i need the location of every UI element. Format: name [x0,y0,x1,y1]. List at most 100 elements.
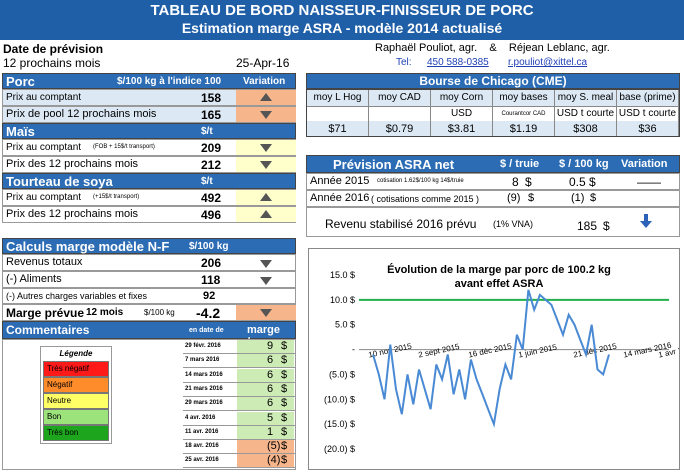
asra-stab-row: Revenu stabilisé 2016 prévu (1% VNA) 185… [306,207,680,237]
comments-area: 29 févr. 2016 9 $7 mars 2016 6 $14 mars 2016… [2,339,296,470]
porc-variation-header: Variation [243,76,286,87]
comment-marge: (4) $ [237,454,294,468]
asra-col2: $ / 100 kg [559,158,609,170]
cme-column-header: moy S. meal [555,90,616,107]
comments-date-col: en date de [189,327,224,334]
comment-marge-value: 5 [267,411,274,424]
chart-y-tick: 10.0 $ [330,295,355,305]
comment-marge: 1 $ [237,425,294,439]
asra-row-2015-v2: 0.5 [569,175,586,189]
porc-unit: $/100 kg à l'indice 100 [117,76,222,87]
cme-column: base (prime) USD t courte $36 [617,90,679,136]
comment-marge-value: 9 [267,340,274,352]
comment-marge: (5) $ [237,440,294,454]
comment-date: 29 mars 2016 [185,400,223,407]
cme-column-unit: USD t courte [555,107,616,121]
comment-marge-value: (4) [267,454,281,467]
comment-marge-value: 1 [267,425,274,438]
porc-row-1: Prix au comptant 158 [2,89,296,106]
asra-row-2016: Année 2016 ( cotisations comme 2015 ) (9… [306,190,680,207]
asra-row-2015: Année 2015 cotisation 1.62$/100 kg 14$/t… [306,173,680,190]
soya-row-2-label: Prix des 12 prochains mois [6,208,139,220]
calc-unit: $/100 kg [189,241,229,252]
asra-stab-value: 185 [577,219,598,233]
porc-row-2-var [236,107,296,122]
chart-y-tick: (15.0) $ [324,419,355,429]
calc-title: Calculs marge modèle N-F [6,239,170,254]
porc-row-2: Prix de pool 12 prochains mois 165 [2,106,296,123]
cme-column-value: $3.81 [447,123,476,135]
asra-row-2015-var: —— [637,175,661,189]
comment-row: 18 avr. 2016 (5) $ [183,440,295,455]
arrow-down-icon [260,144,272,152]
cme-column: moy L Hog $71 [307,90,369,136]
asra-row-2016-label: Année 2016 [310,192,370,204]
currency: $ [281,454,288,467]
asra-stab-label: Revenu stabilisé 2016 prévu [325,217,477,231]
calc-row-2-value: 118 [201,273,221,287]
legend-title: Légende [59,349,93,358]
currency: $ [590,192,597,204]
comment-date: 4 avr. 2016 [185,414,216,421]
mais-row-2-value: 212 [201,158,222,172]
currency: $ [525,175,532,189]
asra-row-2016-v2: (1) [571,192,585,204]
legend-item: Bon [43,409,109,425]
cme-column-header: moy bases [493,90,554,107]
comment-date: 25 avr. 2016 [185,457,219,464]
currency: $ [589,175,596,189]
porc-row-2-label: Prix de pool 12 prochains mois [6,108,157,120]
comment-marge: 6 $ [237,354,294,368]
legend-item: Très négatif [43,361,109,377]
mais-row-2-label: Prix des 12 prochains mois [6,158,139,170]
tel-label: Tel: [396,57,412,68]
chart-y-tick: 5.0 $ [335,320,355,330]
mais-row-1-label: Prix au comptant [6,142,82,153]
comment-marge-value: 6 [267,354,274,367]
title-line1: TABLEAU DE BORD NAISSEUR-FINISSEUR DE PO… [150,2,534,19]
calc-row-3-label: (-) Autres charges variables et fixes [6,291,148,301]
comment-marge: 6 $ [237,382,294,396]
chart-y-tick: (5.0) $ [329,369,355,379]
comment-date: 29 févr. 2016 [185,343,221,349]
currency: $ [281,425,288,438]
asra-header: Prévision ASRA net $ / truie $ / 100 kg … [306,155,680,173]
cme-column-unit [369,107,430,121]
cme-header: Bourse de Chicago (CME) [306,73,680,89]
soya-row-2: Prix des 12 prochains mois 496 [2,206,296,223]
cme-column-value: $1.19 [509,123,538,135]
marge-value: -4.2 [196,305,221,321]
chart-x-tick: 16 déc 2015 [468,341,513,359]
cme-column: moy S. meal USD t courte $308 [555,90,617,136]
comment-marge: 5 $ [237,411,294,425]
mais-row-1-note: (FOB + 15$/t transport) [93,144,155,150]
cme-column-value: $36 [638,123,657,135]
comment-row: 25 avr. 2016 (4) $ [183,454,295,469]
comments-header: Commentaires en date de marge /porc [2,321,296,348]
comment-marge-value: (5) [267,440,281,453]
soya-row-1-note: (+15$/t transport) [93,194,140,200]
comment-marge-value: 6 [267,397,274,410]
soya-row-1: Prix au comptant (+15$/t transport) 492 [2,189,296,206]
marge-unit: $/100 kg [144,308,175,317]
cme-column-unit: Courantcor CAD [493,107,554,121]
forecast-date: 25-Apr-16 [236,56,290,70]
asra-stab-note: (1% VNA) [493,219,534,229]
comment-marge: 9 $ [237,340,294,353]
currency: $ [281,411,288,424]
comment-marge: 6 $ [237,368,294,382]
soya-unit: $/t [201,176,213,187]
cme-column-unit: USD t courte [617,107,678,121]
porc-row-2-value: 165 [201,108,222,122]
legend-item: Neutre [43,393,109,409]
asra-row-2016-v1: (9) [507,192,521,204]
forecast-period: 12 prochains mois [3,56,101,70]
tel-number[interactable]: 450 588-0385 [427,57,489,68]
soya-row-1-value: 492 [201,191,222,205]
cme-table: moy L Hog $71 moy CAD $0.79 moy Corn USD $3.81… [306,89,680,137]
email-link[interactable]: r.pouliot@xittel.ca [508,57,588,68]
comment-row: 21 mars 2016 6 $ [183,382,295,397]
comment-marge-value: 6 [267,368,274,381]
arrow-down-icon [260,309,272,317]
calc-row-3-value: 92 [203,290,216,302]
